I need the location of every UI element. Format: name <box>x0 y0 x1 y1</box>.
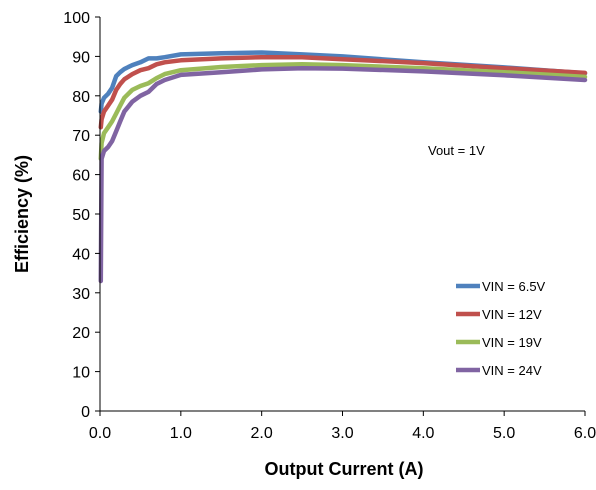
legend-label-1: VIN = 6.5V <box>482 279 546 294</box>
series-line-3 <box>98 62 588 162</box>
y-tick-label: 90 <box>72 49 90 66</box>
y-tick-label: 10 <box>72 365 90 382</box>
series-line-2 <box>98 54 588 130</box>
x-tick-label: 5.0 <box>493 425 515 442</box>
y-tick-label: 0 <box>81 404 90 421</box>
series-layer <box>98 50 588 284</box>
series-line-4 <box>98 65 588 284</box>
y-tick-label: 40 <box>72 246 90 263</box>
x-tick-label: 1.0 <box>170 425 192 442</box>
y-tick-label: 30 <box>72 286 90 303</box>
x-tick-label: 6.0 <box>574 425 596 442</box>
legend: VIN = 6.5V VIN = 12V VIN = 19V VIN = 24V <box>456 279 546 378</box>
x-tick-label: 0.0 <box>89 425 111 442</box>
y-tick-label: 60 <box>72 168 90 185</box>
legend-label-4: VIN = 24V <box>482 363 542 378</box>
y-tick-label: 50 <box>72 207 90 224</box>
y-tick-label: 70 <box>72 128 90 145</box>
legend-label-3: VIN = 19V <box>482 335 542 350</box>
y-axis-title: Efficiency (%) <box>12 155 32 273</box>
x-tick-label: 3.0 <box>331 425 353 442</box>
series-line-1 <box>98 50 588 114</box>
x-tick-label: 4.0 <box>412 425 434 442</box>
y-tick-label: 20 <box>72 325 90 342</box>
legend-label-2: VIN = 12V <box>482 307 542 322</box>
y-tick-label: 80 <box>72 89 90 106</box>
x-axis-title: Output Current (A) <box>265 459 424 479</box>
y-tick-label: 100 <box>63 10 90 27</box>
x-tick-label: 2.0 <box>251 425 273 442</box>
ticks-layer: 0 10 20 30 40 50 60 70 80 90 100 0.0 1.0 2.0 3.0 4.0 5.0… <box>63 10 596 442</box>
vout-annotation: Vout = 1V <box>428 143 485 158</box>
